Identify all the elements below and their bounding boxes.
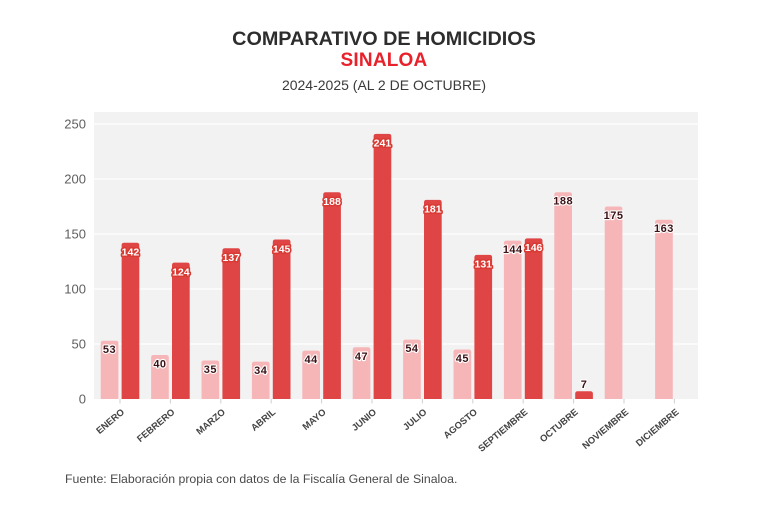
svg-text:250: 250 [64, 117, 86, 132]
svg-text:40: 40 [153, 359, 166, 371]
svg-text:FEBRERO: FEBRERO [134, 406, 176, 444]
svg-text:137: 137 [222, 252, 240, 264]
svg-text:188: 188 [553, 196, 573, 208]
svg-text:ENERO: ENERO [94, 406, 127, 436]
svg-text:JULIO: JULIO [400, 406, 428, 432]
svg-text:241: 241 [374, 138, 392, 150]
svg-text:146: 146 [525, 242, 543, 254]
svg-text:35: 35 [204, 364, 217, 376]
svg-text:145: 145 [273, 243, 291, 255]
svg-text:54: 54 [405, 343, 419, 355]
svg-text:150: 150 [64, 227, 86, 242]
svg-text:181: 181 [424, 204, 442, 216]
svg-text:175: 175 [604, 210, 624, 222]
svg-text:200: 200 [64, 172, 86, 187]
svg-text:34: 34 [254, 365, 268, 377]
svg-text:OCTUBRE: OCTUBRE [537, 406, 580, 444]
svg-text:188: 188 [323, 196, 341, 208]
svg-text:131: 131 [474, 259, 492, 271]
svg-text:47: 47 [355, 351, 368, 363]
svg-text:7: 7 [581, 379, 588, 391]
svg-text:50: 50 [72, 337, 86, 352]
svg-text:44: 44 [305, 354, 319, 366]
svg-text:MAYO: MAYO [300, 406, 328, 432]
svg-text:0: 0 [79, 392, 86, 407]
svg-text:163: 163 [654, 223, 674, 235]
svg-text:MARZO: MARZO [194, 406, 227, 437]
svg-text:124: 124 [172, 266, 190, 278]
svg-text:144: 144 [503, 244, 523, 256]
svg-text:142: 142 [122, 247, 140, 259]
svg-text:DICIEMBRE: DICIEMBRE [633, 406, 680, 448]
svg-text:45: 45 [456, 353, 469, 365]
svg-text:AGOSTO: AGOSTO [441, 406, 479, 440]
svg-text:53: 53 [103, 344, 116, 356]
svg-text:ABRIL: ABRIL [248, 406, 277, 433]
svg-text:SEPTIEMBRE: SEPTIEMBRE [476, 406, 530, 454]
svg-text:100: 100 [64, 282, 86, 297]
svg-text:NOVIEMBRE: NOVIEMBRE [580, 406, 631, 451]
svg-text:JUNIO: JUNIO [349, 406, 378, 433]
